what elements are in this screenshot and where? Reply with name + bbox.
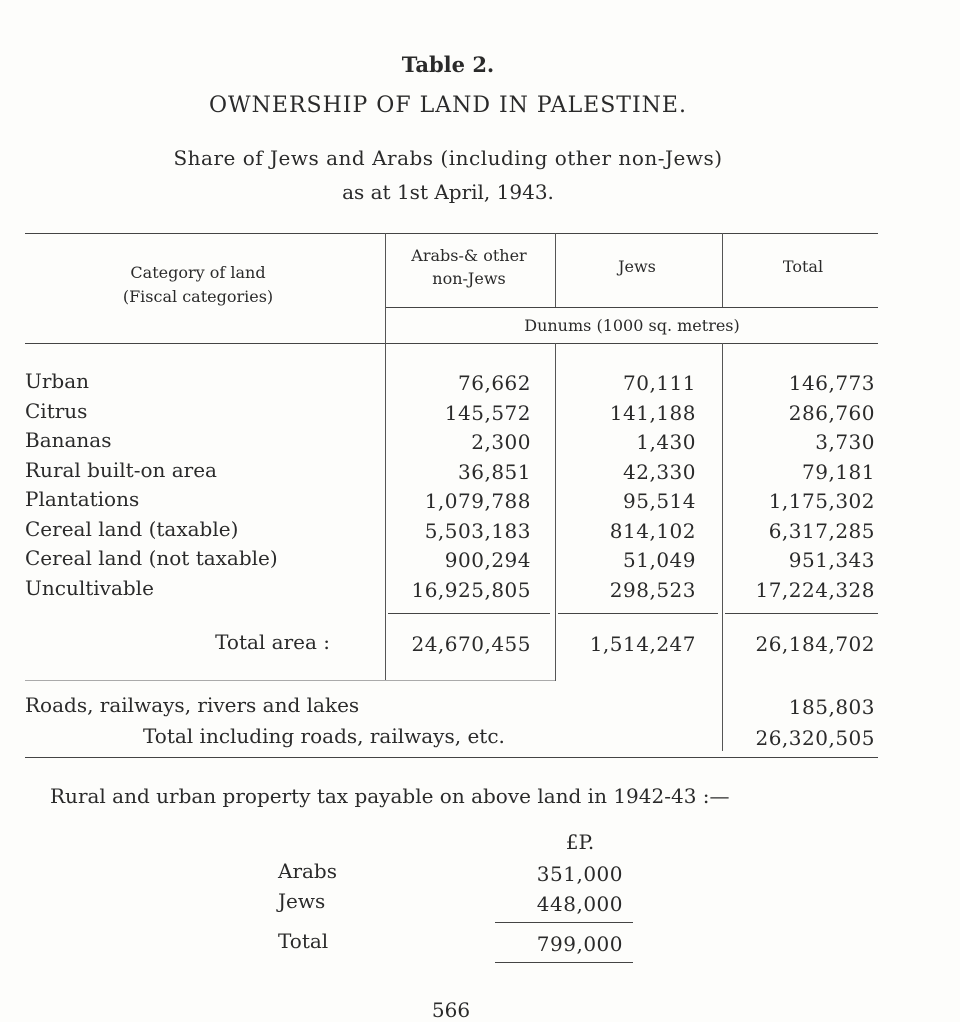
row-jews-value: 95,514 xyxy=(623,489,696,513)
table-bottom-rule xyxy=(25,757,878,758)
total-area-total: 26,184,702 xyxy=(755,632,875,656)
tax-value-arabs: 351,000 xyxy=(536,862,623,886)
column-rule-2b xyxy=(555,343,556,681)
row-jews-value: 70,111 xyxy=(623,371,696,395)
row-total-value: 17,224,328 xyxy=(755,577,875,602)
row-category: Cereal land (not taxable) xyxy=(25,546,278,570)
header-arabs: Arabs-& other xyxy=(411,246,527,265)
header-category-sub: (Fiscal categories) xyxy=(122,287,274,306)
page-number: 566 xyxy=(431,998,471,1022)
row-total-value: 286,760 xyxy=(788,400,875,425)
page-title: OWNERSHIP OF LAND IN PALESTINE. xyxy=(209,93,687,118)
tax-heading: Rural and urban property tax payable on … xyxy=(50,784,730,808)
row-category: Rural built-on area xyxy=(25,457,217,482)
total-area-rule xyxy=(25,680,555,681)
tax-label-arabs: Arabs xyxy=(278,859,337,883)
row-category: Plantations xyxy=(25,487,140,511)
total-including-value: 26,320,505 xyxy=(755,726,875,750)
row-total-value: 951,343 xyxy=(788,548,875,572)
column-rule-3 xyxy=(722,233,723,307)
tax-label-jews: Jews xyxy=(278,889,326,913)
row-category: Uncultivable xyxy=(25,575,154,600)
row-category: Bananas xyxy=(25,428,112,452)
row-jews-value: 42,330 xyxy=(623,459,696,484)
total-area-label: Total area : xyxy=(215,630,330,654)
roads-total: 185,803 xyxy=(788,695,875,719)
row-jews-value: 51,049 xyxy=(623,548,696,572)
tax-value-jews: 448,000 xyxy=(536,892,623,916)
total-area-arabs: 24,670,455 xyxy=(411,632,531,656)
row-total-value: 146,773 xyxy=(788,371,875,395)
tax-total-value: 799,000 xyxy=(536,932,623,956)
table-number: Table 2. xyxy=(401,52,495,77)
subtotal-rule-3 xyxy=(725,613,878,614)
column-rule-2 xyxy=(555,233,556,307)
subtitle-line-2: as at 1st April, 1943. xyxy=(342,180,554,204)
row-jews-value: 141,188 xyxy=(609,400,696,425)
roads-label: Roads, railways, rivers and lakes xyxy=(25,693,360,717)
row-jews-value: 298,523 xyxy=(609,577,696,602)
header-split-rule xyxy=(385,307,878,308)
row-category: Citrus xyxy=(25,398,88,423)
row-total-value: 6,317,285 xyxy=(768,518,875,543)
row-total-value: 3,730 xyxy=(815,430,875,454)
row-arabs-value: 1,079,788 xyxy=(424,489,531,513)
tax-sum-rule xyxy=(495,922,633,923)
tax-unit: £P. xyxy=(565,830,595,854)
tax-total-label: Total xyxy=(278,929,329,953)
row-arabs-value: 2,300 xyxy=(471,430,531,454)
row-jews-value: 1,430 xyxy=(636,430,696,454)
total-including-label: Total including roads, railways, etc. xyxy=(143,724,505,748)
subtotal-rule-1 xyxy=(388,613,550,614)
column-rule-3b xyxy=(722,343,723,751)
header-category: Category of land xyxy=(130,263,266,282)
tax-total-rule xyxy=(495,962,633,963)
row-jews-value: 814,102 xyxy=(609,518,696,543)
subtotal-rule-2 xyxy=(558,613,718,614)
row-arabs-value: 76,662 xyxy=(458,371,531,395)
row-total-value: 79,181 xyxy=(802,459,875,484)
row-arabs-value: 145,572 xyxy=(444,400,531,425)
row-category: Cereal land (taxable) xyxy=(25,516,239,541)
row-arabs-value: 16,925,805 xyxy=(411,577,531,602)
header-jews: Jews xyxy=(618,257,656,276)
row-total-value: 1,175,302 xyxy=(768,489,875,513)
header-arabs-sub: non-Jews xyxy=(432,269,506,288)
subtitle-line-1: Share of Jews and Arabs (including other… xyxy=(173,146,723,170)
header-unit: Dunums (1000 sq. metres) xyxy=(524,316,740,335)
row-arabs-value: 36,851 xyxy=(458,459,531,484)
header-total: Total xyxy=(782,257,824,276)
column-rule-1 xyxy=(385,233,386,681)
header-bottom-rule xyxy=(25,343,878,344)
row-arabs-value: 5,503,183 xyxy=(424,518,531,543)
table-top-rule xyxy=(25,233,878,234)
total-area-jews: 1,514,247 xyxy=(589,632,696,656)
row-category: Urban xyxy=(25,369,90,393)
row-arabs-value: 900,294 xyxy=(444,548,531,572)
